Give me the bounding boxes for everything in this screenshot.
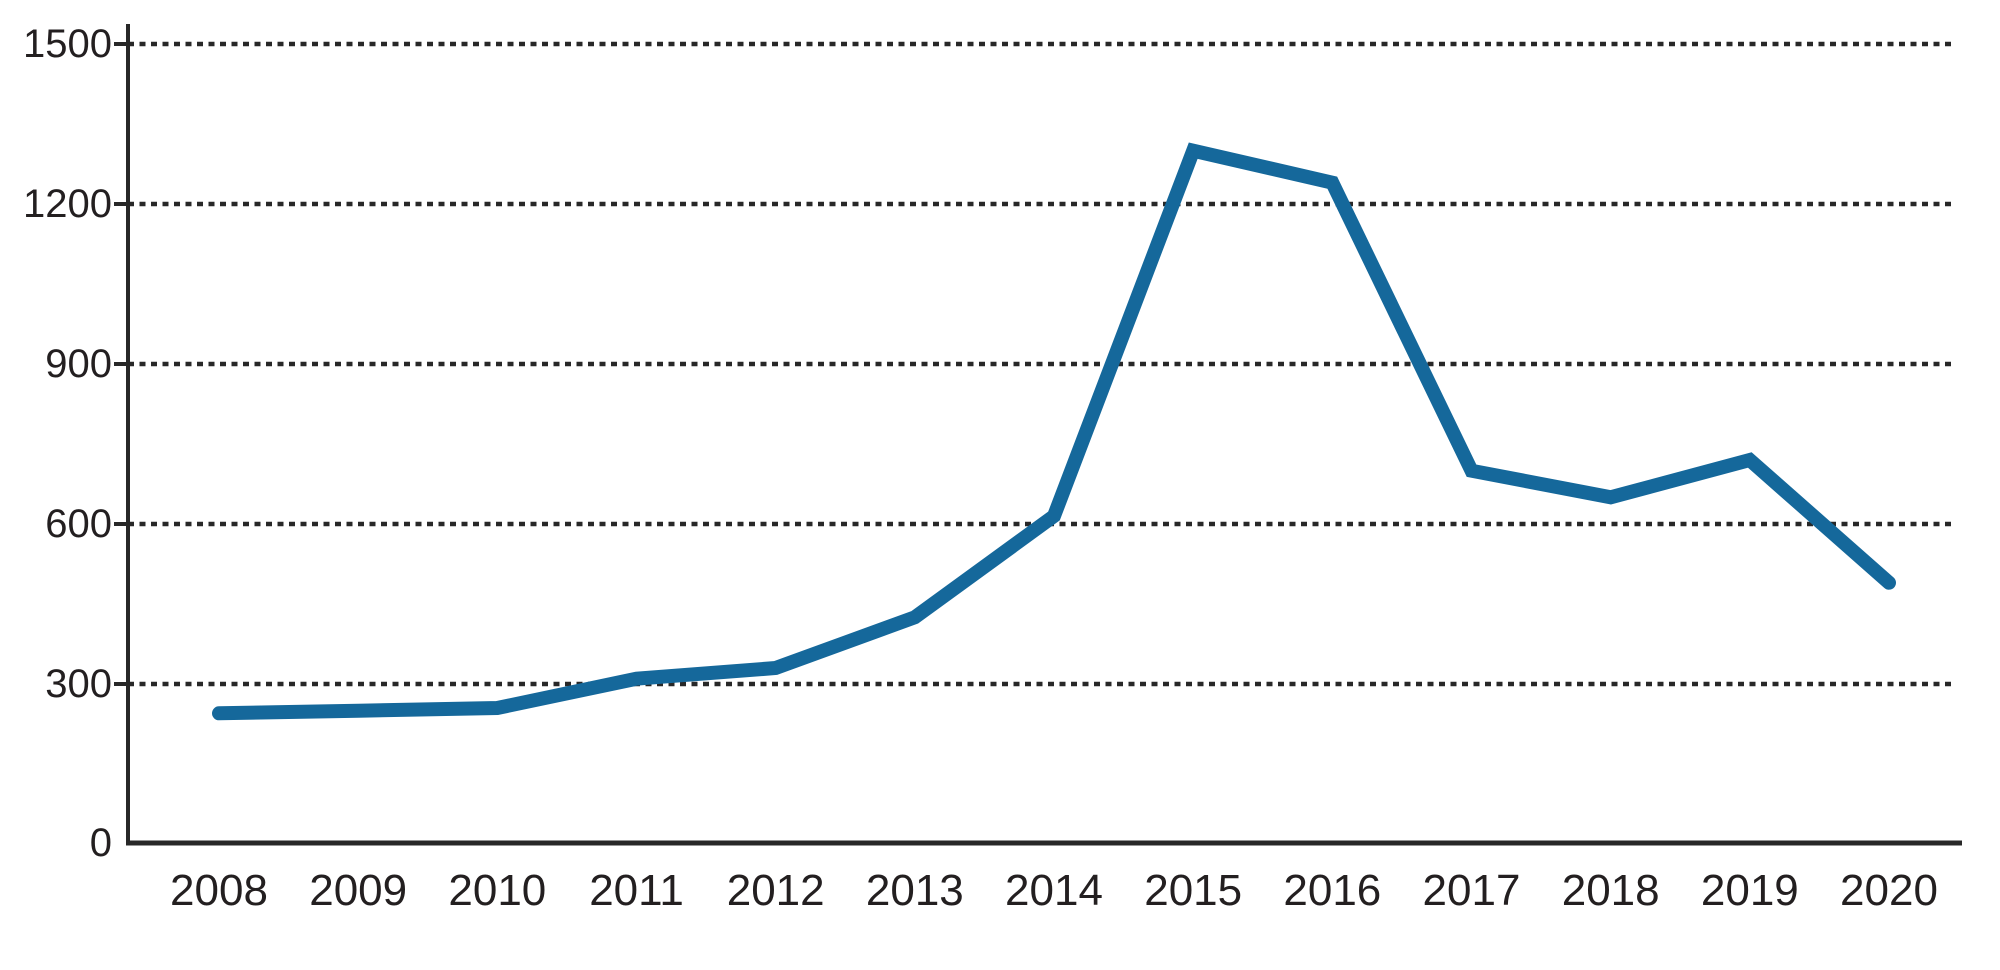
x-tick-label-2018: 2018 bbox=[1562, 866, 1660, 915]
y-tick-label-300: 300 bbox=[45, 662, 112, 706]
x-tick-label-2017: 2017 bbox=[1423, 866, 1521, 915]
y-axis-labels: 0 300 600 900 1200 1500 bbox=[23, 22, 112, 865]
y-tick-label-900: 900 bbox=[45, 342, 112, 386]
x-tick-label-2014: 2014 bbox=[1005, 866, 1103, 915]
y-tick-label-600: 600 bbox=[45, 502, 112, 546]
x-tick-label-2011: 2011 bbox=[589, 866, 684, 915]
y-axis-tick-marks bbox=[114, 42, 128, 686]
data-series-line bbox=[212, 142, 1896, 721]
x-tick-label-2015: 2015 bbox=[1144, 866, 1242, 915]
x-tick-label-2013: 2013 bbox=[866, 866, 964, 915]
x-tick-label-2019: 2019 bbox=[1701, 866, 1799, 915]
x-tick-label-2012: 2012 bbox=[727, 866, 825, 915]
y-tick-label-0: 0 bbox=[90, 821, 112, 865]
x-tick-label-2009: 2009 bbox=[309, 866, 407, 915]
y-tick-label-1200: 1200 bbox=[23, 182, 112, 226]
x-tick-label-2010: 2010 bbox=[448, 866, 546, 915]
x-tick-label-2008: 2008 bbox=[170, 866, 268, 915]
x-axis-labels: 2008 2009 2010 2011 2012 2013 2014 2015 2016 2017… bbox=[170, 866, 1938, 915]
horizontal-gridlines bbox=[128, 41, 1955, 687]
x-tick-label-2020: 2020 bbox=[1840, 866, 1938, 915]
x-tick-label-2016: 2016 bbox=[1283, 866, 1381, 915]
y-tick-label-1500: 1500 bbox=[23, 22, 112, 66]
